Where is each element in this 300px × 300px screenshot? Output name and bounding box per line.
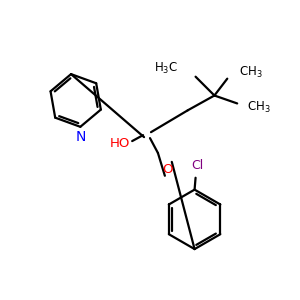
Text: H$_3$C: H$_3$C: [154, 61, 178, 76]
Text: O: O: [163, 163, 173, 176]
Text: CH$_3$: CH$_3$: [239, 65, 263, 80]
Text: Cl: Cl: [191, 159, 204, 172]
Text: N: N: [75, 130, 85, 144]
Text: CH$_3$: CH$_3$: [247, 100, 271, 115]
Text: HO: HO: [110, 136, 130, 150]
